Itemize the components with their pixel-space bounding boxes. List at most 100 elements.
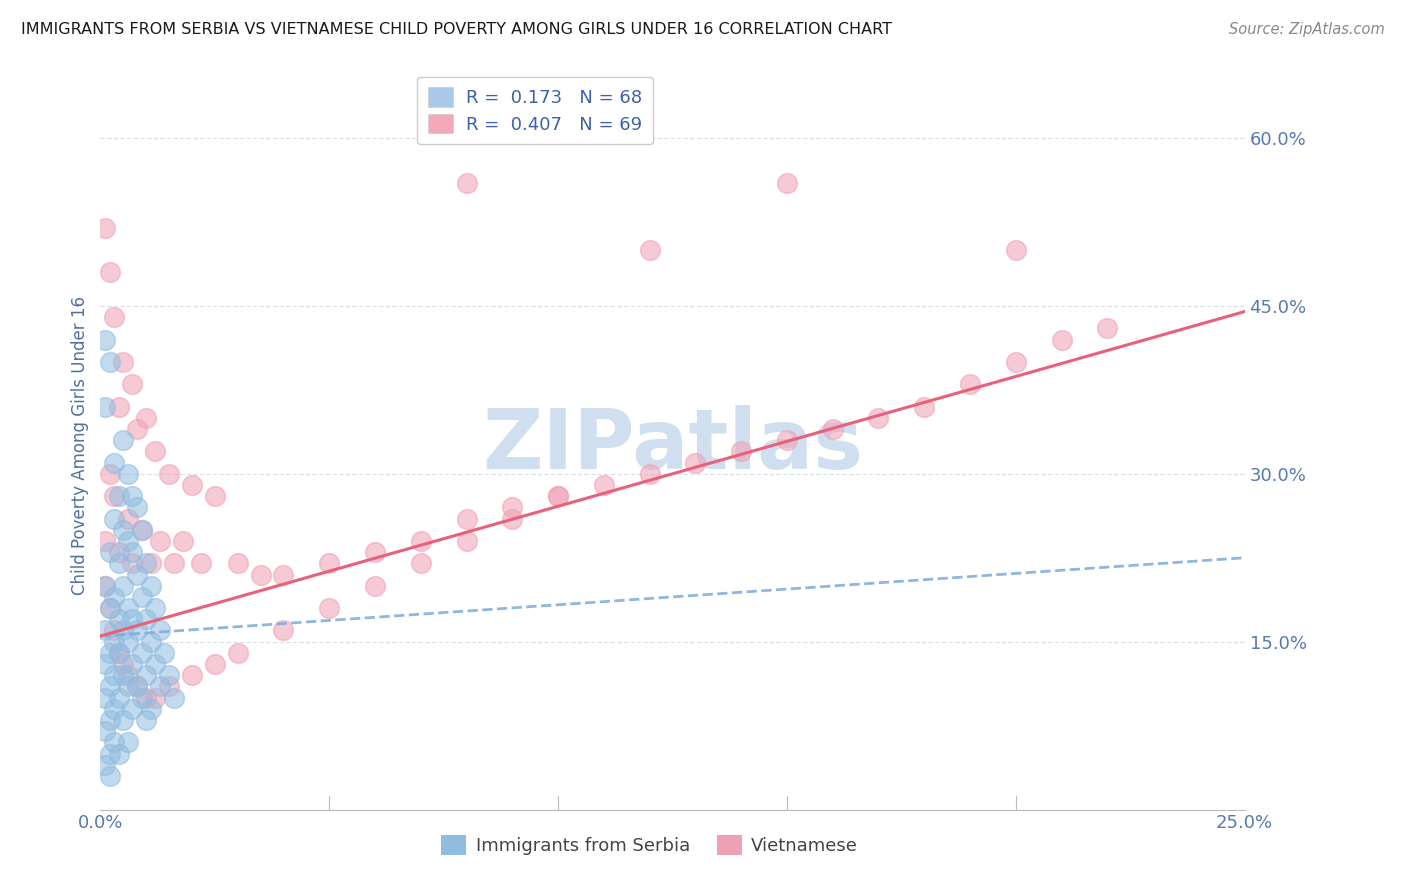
Point (157, 467, 180, 481)
Point (135, 668, 157, 682)
Point (157, 680, 180, 694)
Point (592, 478, 614, 492)
Point (249, 567, 271, 582)
Point (364, 545, 387, 559)
Point (117, 634, 139, 648)
Point (112, 657, 135, 671)
Point (318, 601, 340, 615)
Point (98, 545, 121, 559)
Point (1097, 321, 1119, 335)
Point (107, 612, 129, 626)
Point (94, 579, 117, 593)
Point (94, 657, 117, 671)
Point (821, 422, 844, 436)
Point (685, 456, 707, 470)
Point (107, 646, 129, 660)
Point (103, 511, 125, 525)
Point (103, 624, 125, 638)
Point (98, 467, 121, 481)
Point (180, 478, 202, 492)
Point (547, 489, 569, 503)
Point (180, 668, 202, 682)
Point (409, 557, 432, 571)
Point (135, 612, 157, 626)
Point (107, 489, 129, 503)
Point (730, 444, 752, 458)
Point (547, 489, 569, 503)
Point (143, 657, 166, 671)
Point (107, 690, 129, 705)
Point (94, 533, 117, 548)
Point (107, 557, 129, 571)
Point (117, 601, 139, 615)
Point (112, 668, 135, 682)
Point (456, 511, 478, 525)
Point (98, 769, 121, 783)
Point (1050, 333, 1073, 347)
Legend: R =  0.173   N = 68, R =  0.407   N = 69: R = 0.173 N = 68, R = 0.407 N = 69 (418, 77, 652, 145)
Point (103, 735, 125, 749)
Point (94, 690, 117, 705)
Point (912, 400, 935, 414)
Point (162, 690, 184, 705)
Point (112, 355, 135, 369)
Y-axis label: Child Poverty Among Girls Under 16: Child Poverty Among Girls Under 16 (72, 296, 89, 595)
Point (107, 646, 129, 660)
Point (135, 410, 157, 425)
Point (959, 377, 981, 392)
Point (776, 176, 799, 190)
Point (409, 533, 432, 548)
Point (204, 657, 226, 671)
Point (117, 680, 139, 694)
Point (139, 557, 162, 571)
Point (149, 533, 172, 548)
Point (318, 557, 340, 571)
Point (125, 680, 148, 694)
Point (131, 523, 153, 537)
Point (153, 646, 176, 660)
Point (172, 533, 194, 548)
Point (117, 511, 139, 525)
Point (456, 533, 478, 548)
Point (121, 612, 143, 626)
Point (103, 489, 125, 503)
Point (143, 444, 166, 458)
Point (103, 634, 125, 648)
Point (131, 590, 153, 604)
Point (125, 422, 148, 436)
Point (149, 624, 172, 638)
Point (125, 624, 148, 638)
Point (94, 579, 117, 593)
Point (135, 690, 157, 705)
Point (364, 579, 387, 593)
Point (135, 713, 157, 727)
Point (776, 434, 799, 448)
Point (94, 624, 117, 638)
Point (456, 176, 478, 190)
Point (112, 523, 135, 537)
Point (131, 523, 153, 537)
Point (112, 713, 135, 727)
Point (94, 757, 117, 772)
Point (94, 333, 117, 347)
Point (273, 567, 295, 582)
Point (94, 220, 117, 235)
Point (117, 533, 139, 548)
Point (98, 265, 121, 279)
Point (501, 511, 523, 525)
Point (226, 646, 249, 660)
Point (98, 601, 121, 615)
Point (125, 500, 148, 515)
Point (103, 310, 125, 325)
Point (117, 668, 139, 682)
Point (107, 400, 129, 414)
Point (121, 377, 143, 392)
Point (638, 243, 661, 257)
Point (121, 545, 143, 559)
Point (139, 634, 162, 648)
Text: Source: ZipAtlas.com: Source: ZipAtlas.com (1229, 22, 1385, 37)
Point (112, 624, 135, 638)
Point (638, 467, 661, 481)
Point (190, 557, 212, 571)
Point (98, 601, 121, 615)
